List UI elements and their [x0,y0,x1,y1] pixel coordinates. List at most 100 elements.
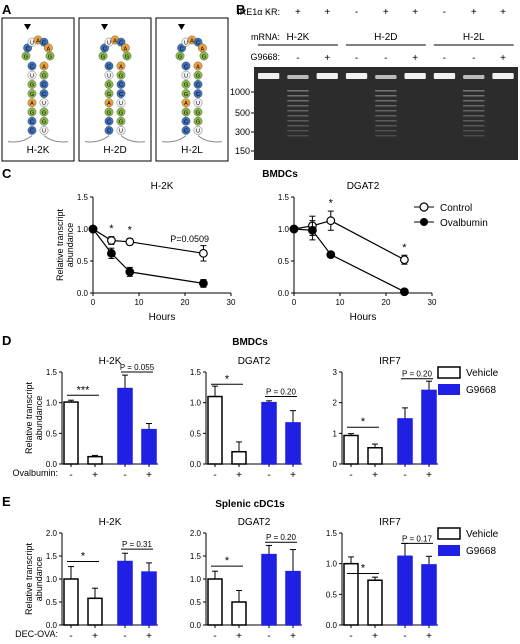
mrna-group-label: H-2K [287,32,310,43]
legend-drug-label: G9668 [466,385,496,396]
strand-tail [43,135,69,143]
bar [285,422,301,465]
cleavage-band [463,110,485,112]
x-tick-label: - [213,470,216,481]
legend-ova-marker [420,218,428,226]
x-axis-label: Hours [149,312,176,323]
cleavage-band [375,135,397,137]
nucleotide-letter: U [184,40,188,46]
cleavage-band [375,130,397,132]
cleavage-band [287,105,309,107]
nucleotide-letter: G [24,54,28,60]
nucleotide-letter: C [107,120,111,126]
nucleotide [116,80,126,89]
nucleotide-letter: G [184,83,188,89]
bar [343,562,359,626]
cleavage-band [463,120,485,122]
bar [421,389,437,465]
y-tick-label: 1.5 [190,368,202,377]
x-tick-label: + [146,631,152,642]
nucleotide-letter: A [113,38,117,44]
nucleotide [27,89,37,99]
nucleotide-letter: C [184,129,188,135]
y-tick-label: 0.5 [190,429,202,438]
x-tick-label: 30 [428,298,437,307]
y-tick-label: 1.5 [326,529,338,538]
significance-label: P = 0.17 [402,534,432,543]
bar [261,553,277,626]
cleavage-band [287,130,309,132]
nucleotide-letter: C [107,129,111,135]
kr-sign: - [355,7,358,18]
nucleotide-letter: A [36,38,40,44]
nucleotide [27,61,37,71]
nucleotide-letter: U [107,74,111,80]
nucleotide [181,61,191,71]
row-label-drug: G9668: [250,52,280,62]
x-tick-label: - [123,631,126,642]
nucleotide [181,70,191,80]
y-tick-label: 1.0 [46,575,58,584]
nucleotide-letter: A [201,46,205,52]
bar [397,418,413,465]
data-point [308,225,317,235]
nucleotide-letter: C [26,46,30,52]
panel-letter-a: A [2,2,12,17]
y-tick-label: 1.5 [190,552,202,561]
nucleotide [27,107,37,117]
cleavage-band [375,95,397,97]
gel-band [463,75,485,79]
nucleotide-letter: U [107,40,111,46]
y-tick-label: 0.0 [46,460,58,469]
x-tick-label: - [403,631,406,642]
kr-sign: + [383,7,389,18]
nucleotide [27,98,37,108]
y-axis-label-line1: Relative transcript [55,208,65,281]
y-tick-label: 0.0 [190,460,202,469]
nucleotide-letter: G [107,83,111,89]
y-tick-label: 2 [333,399,338,408]
nucleotide-letter: G [196,110,200,116]
y-axis-label-line2: abundance [34,396,44,441]
nucleotide [23,43,33,53]
nucleotide-letter: U [119,129,123,135]
legend-e: Vehicle G9668 [437,527,499,557]
legend-vehicle-label: Vehicle [466,529,499,540]
gel-band [492,73,514,79]
nucleotide [104,89,114,99]
significance-label: * [225,373,230,385]
x-tick-label: + [236,631,242,642]
gel-image [254,67,518,160]
cleavage-band [375,115,397,117]
nucleotide [27,70,37,80]
cleavage-band [375,90,397,92]
series-line [293,228,405,293]
bar [141,571,157,626]
x-tick-label: - [403,470,406,481]
kr-sign: + [412,7,418,18]
x-tick-label: + [372,631,378,642]
y-tick-label: 1.5 [77,193,89,202]
x-tick-label: + [290,631,296,642]
legend-control-label: Control [440,203,472,214]
nucleotide-letter: G [184,92,188,98]
legend-vehicle-label: Vehicle [466,368,499,379]
x-tick-label: - [267,470,270,481]
nucleotide-letter: C [107,64,111,70]
chart-title: H-2K [151,181,174,192]
bar [397,555,413,626]
cleavage-band [287,135,309,137]
bar [231,601,247,626]
y-tick-label: 0.5 [77,257,89,266]
nucleotide-letter: U [196,129,200,135]
legend-c: Control Ovalbumin [414,202,488,229]
data-point [326,250,336,260]
drug-sign: + [500,53,506,64]
cleavage-band [463,135,485,137]
ladder-label: 300 [235,127,250,137]
nucleotide [116,116,126,126]
nucleotide-letter: G [119,74,123,80]
nucleotide [104,107,114,117]
nucleotide-letter: U [42,129,46,135]
